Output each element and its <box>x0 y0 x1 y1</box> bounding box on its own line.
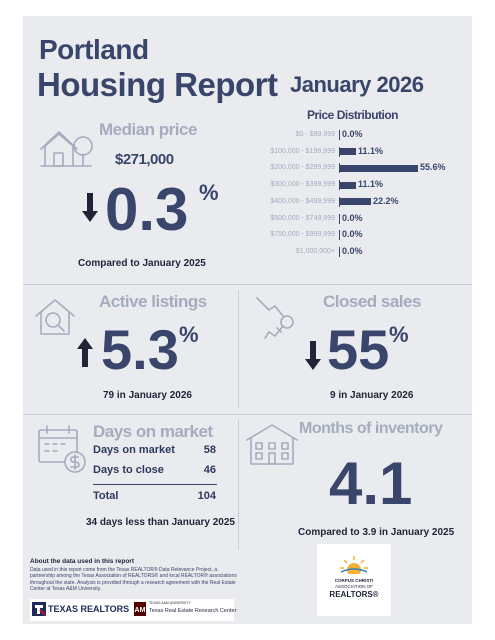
total-rule <box>93 484 217 485</box>
about-title: About the data used in this report <box>30 558 135 565</box>
price-range-label: $500,000 - $749,999 <box>270 214 335 222</box>
days-on-market-caption: 34 days less than January 2025 <box>86 517 235 528</box>
ccar-line1: CORPUS CHRISTI <box>334 578 374 583</box>
median-price-change: 0.3 <box>105 176 189 243</box>
price-axis-tick <box>339 163 340 174</box>
median-price-caption: Compared to January 2025 <box>78 258 206 269</box>
active-listings-label: Active listings <box>99 292 207 311</box>
svg-text:AM: AM <box>135 607 146 614</box>
days-to-close-row-label: Days to close <box>93 464 164 476</box>
price-bar-value: 0.0% <box>342 129 363 139</box>
price-range-label: $0 - $99,999 <box>295 131 335 138</box>
total-row-label: Total <box>93 490 119 502</box>
days-on-market-label: Days on market <box>93 422 213 441</box>
divider <box>238 420 239 550</box>
texas-realtors-logo: TEXAS REALTORS <box>48 604 130 614</box>
price-distribution-title: Price Distribution <box>307 108 399 122</box>
city-name: Portland <box>39 34 149 65</box>
price-bar <box>340 148 356 156</box>
building-icon <box>246 424 298 465</box>
closed-sales-change: 55 <box>327 318 390 381</box>
median-price-pct-sign: % <box>199 180 219 205</box>
price-bar-value: 0.0% <box>342 212 363 223</box>
price-range-label: $300,000 - $399,999 <box>270 181 335 189</box>
days-to-close-row-value: 46 <box>203 464 216 476</box>
price-bar-value: 0.0% <box>342 229 363 240</box>
arrow-down-icon <box>82 193 98 222</box>
house-tree-icon <box>40 131 93 167</box>
footer-logo-strip <box>30 599 234 621</box>
price-bar-value: 11.1% <box>358 145 384 156</box>
total-row-value: 104 <box>197 490 216 502</box>
arrow-down-icon <box>305 341 321 370</box>
price-bar-value: 0.0% <box>342 245 363 256</box>
research-center-small: TEXAS A&M UNIVERSITY <box>149 601 191 605</box>
days-on-market-row-label: Days on market <box>93 444 175 456</box>
calendar-money-icon <box>38 425 86 473</box>
price-axis-tick <box>339 246 340 257</box>
price-bar-value: 22.2% <box>373 195 399 206</box>
arrow-up-icon <box>77 338 93 367</box>
divider <box>238 290 239 408</box>
price-bar-value: 11.1% <box>358 179 384 190</box>
report-title: Housing Report <box>37 66 278 103</box>
house-search-icon <box>35 299 75 335</box>
price-axis-tick <box>339 213 340 224</box>
price-range-label: $1,000,000+ <box>295 247 335 255</box>
ccar-sun-logo-icon <box>340 556 368 574</box>
active-listings-change: 5.3 <box>101 318 179 381</box>
divider <box>23 414 472 415</box>
report-card: Portland Housing Report January 2026 Med… <box>23 16 472 624</box>
price-range-label: $400,000 - $499,999 <box>270 197 335 205</box>
price-bar-value: 55.6% <box>420 162 446 173</box>
about-text: Data used in this report come from the T… <box>30 567 237 592</box>
active-listings-caption: 79 in January 2026 <box>103 390 192 401</box>
price-axis-tick <box>339 146 340 157</box>
months-inventory-label: Months of inventory <box>299 420 443 437</box>
price-axis-tick <box>339 196 340 207</box>
closed-sales-caption: 9 in January 2026 <box>330 390 414 401</box>
ccar-logo-box: CORPUS CHRISTI ASSOCIATION OF REALTORS® <box>317 544 391 616</box>
price-axis-tick <box>339 230 340 241</box>
price-bar <box>340 181 356 189</box>
days-on-market-row-value: 58 <box>203 444 216 456</box>
ccar-line2: ASSOCIATION OF <box>335 584 373 589</box>
ccar-line3: REALTORS® <box>329 590 379 599</box>
research-center-name: Texas Real Estate Research Center <box>149 608 237 614</box>
months-inventory-caption: Compared to 3.9 in January 2025 <box>298 527 455 538</box>
price-axis-tick <box>339 180 340 191</box>
divider <box>23 284 472 285</box>
closed-sales-label: Closed sales <box>323 292 421 311</box>
report-period: January 2026 <box>290 72 424 97</box>
price-range-label: $100,000 - $199,999 <box>270 147 335 155</box>
texas-realtors-logo-icon <box>32 602 46 616</box>
price-range-label: $200,000 - $299,999 <box>270 164 335 172</box>
price-range-label: $750,000 - $999,999 <box>270 231 335 239</box>
closed-sales-pct-sign: % <box>389 322 409 347</box>
price-bar <box>340 198 371 206</box>
months-inventory-value: 4.1 <box>329 450 413 517</box>
price-axis-tick <box>339 130 340 140</box>
active-listings-pct-sign: % <box>179 322 199 347</box>
texas-am-logo-icon: AM <box>134 602 146 616</box>
median-price-label: Median price <box>99 120 197 139</box>
median-price-value: $271,000 <box>115 151 174 168</box>
price-bar <box>340 164 418 172</box>
key-hand-icon <box>256 297 294 339</box>
